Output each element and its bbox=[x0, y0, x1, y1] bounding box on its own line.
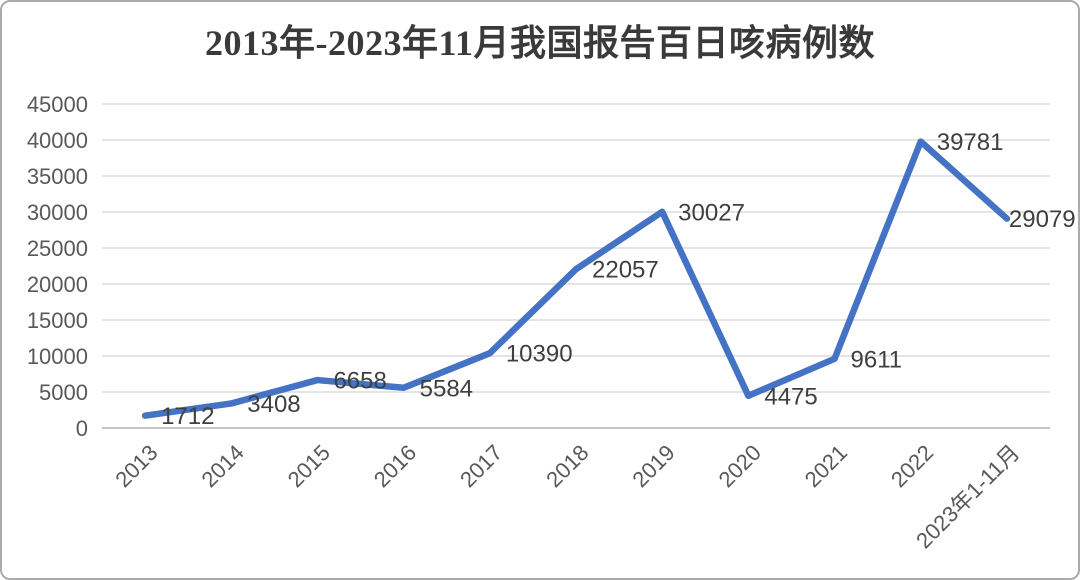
data-label: 3408 bbox=[247, 391, 300, 418]
x-tick-label: 2014 bbox=[197, 440, 249, 492]
series-line bbox=[141, 138, 1011, 419]
y-tick-label: 25000 bbox=[27, 236, 88, 261]
data-label: 30027 bbox=[678, 199, 745, 226]
data-label: 10390 bbox=[506, 341, 573, 368]
y-tick-label: 5000 bbox=[39, 380, 88, 405]
data-label: 1712 bbox=[161, 403, 214, 430]
x-tick-label: 2019 bbox=[627, 440, 679, 492]
data-label: 4475 bbox=[764, 383, 817, 410]
x-tick-label: 2022 bbox=[886, 440, 938, 492]
data-label: 29079 bbox=[1009, 206, 1076, 233]
y-tick-label: 40000 bbox=[27, 128, 88, 153]
data-label: 22057 bbox=[592, 257, 659, 284]
x-tick-label: 2018 bbox=[541, 440, 593, 492]
data-label: 39781 bbox=[937, 129, 1004, 156]
data-label: 9611 bbox=[851, 346, 903, 373]
chart-title: 2013年-2023年11月我国报告百日咳病例数 bbox=[204, 23, 875, 63]
x-tick-label: 2016 bbox=[369, 440, 421, 492]
y-tick-label: 0 bbox=[76, 416, 88, 441]
y-tick-label: 20000 bbox=[27, 272, 88, 297]
y-tick-label: 35000 bbox=[27, 164, 88, 189]
y-tick-label: 15000 bbox=[27, 308, 88, 333]
y-tick-label: 30000 bbox=[27, 200, 88, 225]
data-label: 5584 bbox=[420, 375, 473, 402]
y-tick-label: 10000 bbox=[27, 344, 88, 369]
x-tick-label: 2021 bbox=[800, 440, 852, 492]
x-tick-label: 2017 bbox=[455, 440, 507, 492]
data-label: 6658 bbox=[333, 368, 386, 395]
y-tick-label: 45000 bbox=[27, 92, 88, 117]
x-tick-label: 2013 bbox=[110, 440, 162, 492]
x-tick-label: 2015 bbox=[283, 440, 335, 492]
x-tick-label: 2020 bbox=[714, 440, 766, 492]
